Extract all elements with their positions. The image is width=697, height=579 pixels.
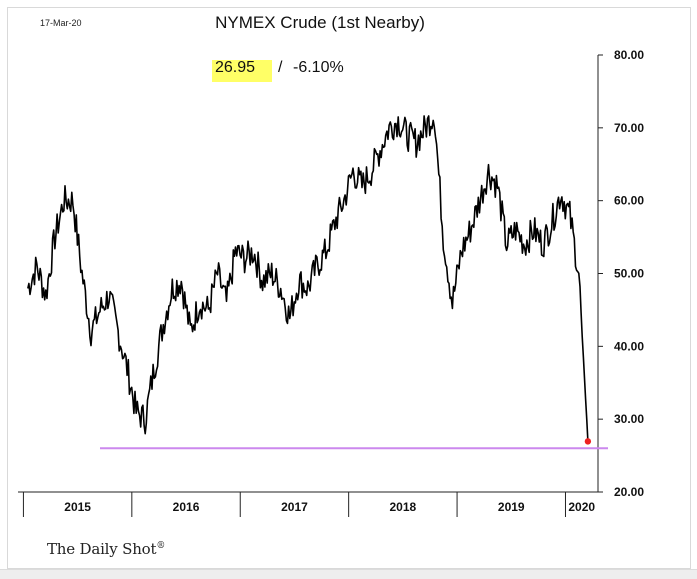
y-tick-label: 30.00 [614, 412, 644, 426]
brand-mark: ® [156, 541, 166, 551]
y-tick-label: 60.00 [614, 194, 644, 208]
percent-change: -6.10% [293, 59, 344, 76]
x-tick-label: 2015 [64, 500, 91, 514]
x-axis-labels: 2015 2016 2017 2018 2019 2020 [64, 500, 595, 514]
x-tick-label: 2017 [281, 500, 308, 514]
y-tick-label: 50.00 [614, 267, 644, 281]
x-tick-label: 2019 [498, 500, 525, 514]
date-label: 17-Mar-20 [40, 18, 82, 28]
chart-frame [7, 7, 691, 569]
y-axis-labels: 20.00 30.00 40.00 50.00 60.00 70.00 80.00 [614, 48, 644, 499]
bottom-strip [0, 569, 697, 579]
brand-name: The Daily Shot [47, 540, 157, 558]
x-tick-label: 2018 [390, 500, 417, 514]
y-tick-label: 70.00 [614, 121, 644, 135]
series-group [27, 115, 608, 450]
last-price-point [584, 438, 592, 445]
price-line [27, 115, 589, 442]
brand-logo: The Daily Shot® [47, 540, 165, 558]
y-tick-label: 40.00 [614, 339, 644, 353]
last-price: 26.95 [215, 59, 256, 76]
price-separator: / [278, 59, 283, 76]
y-tick-label: 80.00 [614, 48, 644, 62]
y-tick-label: 20.00 [614, 485, 644, 499]
chart-title: NYMEX Crude (1st Nearby) [215, 13, 425, 32]
x-tick-label: 2020 [568, 500, 595, 514]
chart-axes [18, 54, 603, 517]
price-highlight [212, 60, 272, 82]
x-tick-label: 2016 [173, 500, 200, 514]
